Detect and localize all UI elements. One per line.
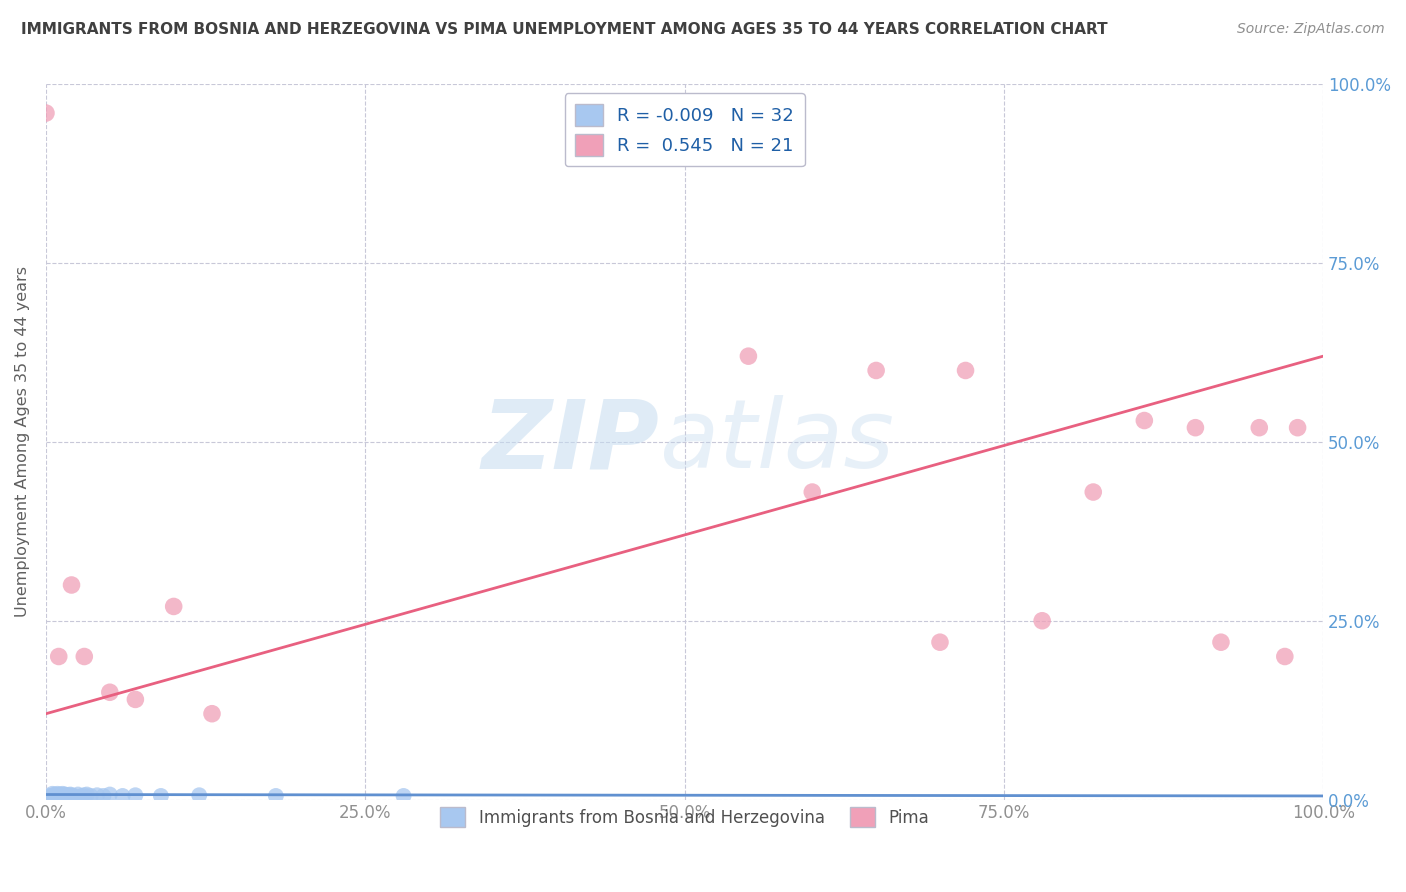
Point — [63, 789, 86, 803]
Point — [737, 349, 759, 363]
Point — [41, 787, 63, 801]
Point — [55, 789, 77, 803]
Point — [1133, 413, 1156, 427]
Point — [1209, 635, 1232, 649]
Point — [48, 789, 70, 803]
Point — [801, 485, 824, 500]
Point — [1249, 420, 1271, 434]
Point — [188, 789, 211, 803]
Text: ZIP: ZIP — [481, 395, 659, 489]
Point — [98, 788, 121, 802]
Point — [48, 649, 70, 664]
Point — [45, 789, 67, 803]
Point — [1286, 420, 1309, 434]
Point — [392, 789, 415, 803]
Point — [38, 789, 60, 803]
Point — [56, 789, 79, 803]
Point — [1031, 614, 1053, 628]
Point — [44, 788, 66, 802]
Point — [52, 789, 75, 803]
Point — [93, 789, 115, 803]
Text: atlas: atlas — [659, 395, 894, 489]
Text: Source: ZipAtlas.com: Source: ZipAtlas.com — [1237, 22, 1385, 37]
Point — [35, 106, 58, 120]
Point — [865, 363, 887, 377]
Point — [79, 789, 101, 803]
Point — [1184, 420, 1206, 434]
Y-axis label: Unemployment Among Ages 35 to 44 years: Unemployment Among Ages 35 to 44 years — [15, 267, 30, 617]
Point — [66, 788, 89, 802]
Point — [1274, 649, 1296, 664]
Point — [86, 789, 108, 803]
Point — [60, 789, 83, 803]
Point — [52, 787, 75, 801]
Point — [1083, 485, 1105, 500]
Point — [60, 578, 83, 592]
Point — [163, 599, 186, 614]
Text: IMMIGRANTS FROM BOSNIA AND HERZEGOVINA VS PIMA UNEMPLOYMENT AMONG AGES 35 TO 44 : IMMIGRANTS FROM BOSNIA AND HERZEGOVINA V… — [21, 22, 1108, 37]
Point — [42, 789, 65, 803]
Legend: Immigrants from Bosnia and Herzegovina, Pima: Immigrants from Bosnia and Herzegovina, … — [433, 800, 935, 834]
Point — [46, 787, 69, 801]
Point — [929, 635, 952, 649]
Point — [98, 685, 121, 699]
Point — [955, 363, 977, 377]
Point — [124, 692, 146, 706]
Point — [59, 788, 82, 802]
Point — [73, 789, 96, 803]
Point — [70, 789, 93, 803]
Point — [111, 789, 134, 803]
Point — [124, 789, 146, 803]
Point — [76, 788, 98, 802]
Point — [264, 789, 287, 803]
Point — [201, 706, 224, 721]
Point — [149, 789, 172, 803]
Point — [53, 788, 76, 802]
Point — [51, 789, 73, 803]
Point — [58, 789, 80, 803]
Point — [73, 649, 96, 664]
Point — [49, 788, 72, 802]
